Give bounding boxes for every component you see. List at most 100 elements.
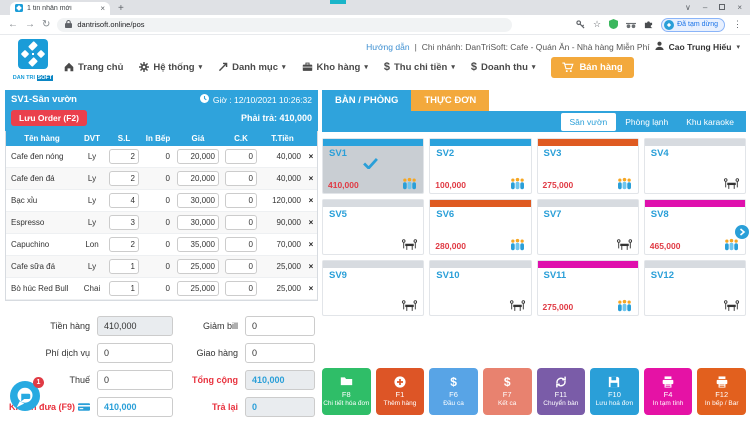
remove-item-icon[interactable]: × [308,284,314,293]
table-card[interactable]: SV9 [322,260,425,316]
save-order-button[interactable]: Lưu Order (F2) [11,110,87,126]
key-icon[interactable] [576,16,585,34]
price-input[interactable] [177,259,219,274]
qty-input[interactable] [109,171,139,186]
dollar-white-icon: $ [450,375,457,389]
table-card[interactable]: SV11 275,000 [536,260,639,316]
table-card[interactable]: SV4 [643,138,746,194]
browser-tab[interactable]: 1 tin nhắn mới × [10,2,110,15]
nav-item-box[interactable]: Kho hàng ▾ [302,62,368,73]
forward-icon[interactable]: → [25,18,35,30]
zone-tab[interactable]: Phòng lạnh [625,116,669,127]
remove-item-icon[interactable]: × [308,240,314,249]
tab-close-icon[interactable]: × [100,4,105,13]
discount-input[interactable] [225,215,257,230]
qty-input[interactable] [109,193,139,208]
remove-item-icon[interactable]: × [308,174,314,183]
price-input[interactable] [177,281,219,296]
url-field[interactable]: dantrisoft.online/pos [57,17,513,32]
next-page-arrow-icon[interactable] [734,224,750,240]
price-input[interactable] [177,193,219,208]
profile-paused-button[interactable]: Đã tạm dừng [661,17,725,32]
discount-input[interactable] [225,149,257,164]
current-user[interactable]: Cao Trung Hiếu [668,41,732,52]
table-card[interactable]: SV1 410,000 [322,138,425,194]
action-button-f8[interactable]: F8 Chi tiết hóa đơn [322,368,371,415]
table-card[interactable]: SV3 275,000 [536,138,639,194]
discount-input[interactable] [225,193,257,208]
table-card[interactable]: SV2 100,000 [429,138,532,194]
shield-extension-icon[interactable] [609,16,619,34]
summary-value-field[interactable]: 410,000 [97,397,173,417]
nav-item-label: Danh mục [232,61,279,73]
price-input[interactable] [177,237,219,252]
action-button-f11[interactable]: F11 Chuyển bàn [536,368,586,415]
table-card[interactable]: SV8 465,000 [643,199,746,255]
table-card[interactable]: SV7 [536,199,639,255]
new-tab-button[interactable]: + [118,3,124,14]
action-button-f12[interactable]: F12 In bếp / Bar [697,368,746,415]
price-input[interactable] [177,215,219,230]
dantrisoft-logo[interactable]: DAN TRI SOFT [10,39,56,81]
tab-search-icon[interactable]: ∨ [685,2,691,12]
tab-tables-rooms[interactable]: BÀN / PHÒNG [322,90,412,111]
qty-input[interactable] [109,149,139,164]
remove-item-icon[interactable]: × [308,196,314,205]
remove-item-icon[interactable]: × [308,262,314,271]
qty-input[interactable] [109,237,139,252]
action-button-f1[interactable]: F1 Thêm hàng [375,368,425,415]
action-label: Đầu ca [443,400,464,407]
qty-input[interactable] [109,259,139,274]
incognito-extension-icon[interactable] [626,16,637,34]
sell-button[interactable]: Bán hàng [551,56,634,78]
close-window-icon[interactable]: × [737,2,742,12]
amount-due: Phải trả: 410,000 [240,113,312,123]
summary-value-field[interactable]: 0 [97,370,173,390]
nav-item-home[interactable]: Trang chủ [64,62,123,73]
action-button-f4[interactable]: F4 In tạm tính [643,368,693,415]
chrome-menu-icon[interactable]: ⋮ [733,19,742,29]
reload-icon[interactable]: ↻ [42,18,51,30]
remove-item-icon[interactable]: × [308,152,314,161]
guide-link[interactable]: Hướng dẫn [366,41,410,52]
puzzle-extension-icon[interactable] [644,16,653,34]
chat-widget[interactable]: 1 [10,377,44,411]
user-caret-icon[interactable]: ▾ [736,43,740,51]
qty-input[interactable] [109,215,139,230]
restore-icon[interactable] [719,4,726,10]
table-card[interactable]: SV6 280,000 [429,199,532,255]
tab-menu[interactable]: THỰC ĐƠN [411,90,490,111]
table-card[interactable]: SV12 [643,260,746,316]
table-icon-wrap [723,177,740,190]
table-card[interactable]: SV10 [429,260,532,316]
action-button-f6[interactable]: $ F6 Đầu ca [429,368,478,415]
zone-tab[interactable]: Sân vườn [560,112,617,131]
bookmark-star-icon[interactable]: ☆ [593,19,602,29]
zone-tab[interactable]: Khu karaoke [686,116,734,127]
chevron-down-icon: ▾ [282,64,286,71]
discount-input[interactable] [225,259,257,274]
nav-item-gear[interactable]: Hệ thống ▾ [139,62,202,73]
price-input[interactable] [177,171,219,186]
browser-tab-strip: 1 tin nhắn mới × + ∨ – × [0,0,750,15]
summary-value-field[interactable]: 0 [245,316,315,336]
discount-input[interactable] [225,171,257,186]
nav-item-dollar[interactable]: $ Doanh thu ▾ [471,61,536,74]
item-name: Bò húc Red Bull [11,284,69,293]
minimize-icon[interactable]: – [702,2,708,12]
action-button-f10[interactable]: F10 Lưu hoá đơn [590,368,639,415]
qty-input[interactable] [109,281,139,296]
summary-value-field[interactable]: 0 [97,343,173,363]
table-card[interactable]: SV5 [322,199,425,255]
nav-item-dollar[interactable]: $ Thu chi tiền ▾ [384,61,455,74]
discount-input[interactable] [225,237,257,252]
back-icon[interactable]: ← [8,18,18,30]
summary-value-field[interactable]: 0 [245,343,315,363]
price-input[interactable] [177,149,219,164]
remove-item-icon[interactable]: × [308,218,314,227]
action-button-f7[interactable]: $ F7 Kết ca [482,368,532,415]
people-group-icon [616,299,633,316]
discount-input[interactable] [225,281,257,296]
nav-item-share-arrow[interactable]: Danh mục ▾ [218,61,286,73]
browser-address-bar: ← → ↻ dantrisoft.online/pos ☆ Đã tạm dừn… [0,15,750,35]
